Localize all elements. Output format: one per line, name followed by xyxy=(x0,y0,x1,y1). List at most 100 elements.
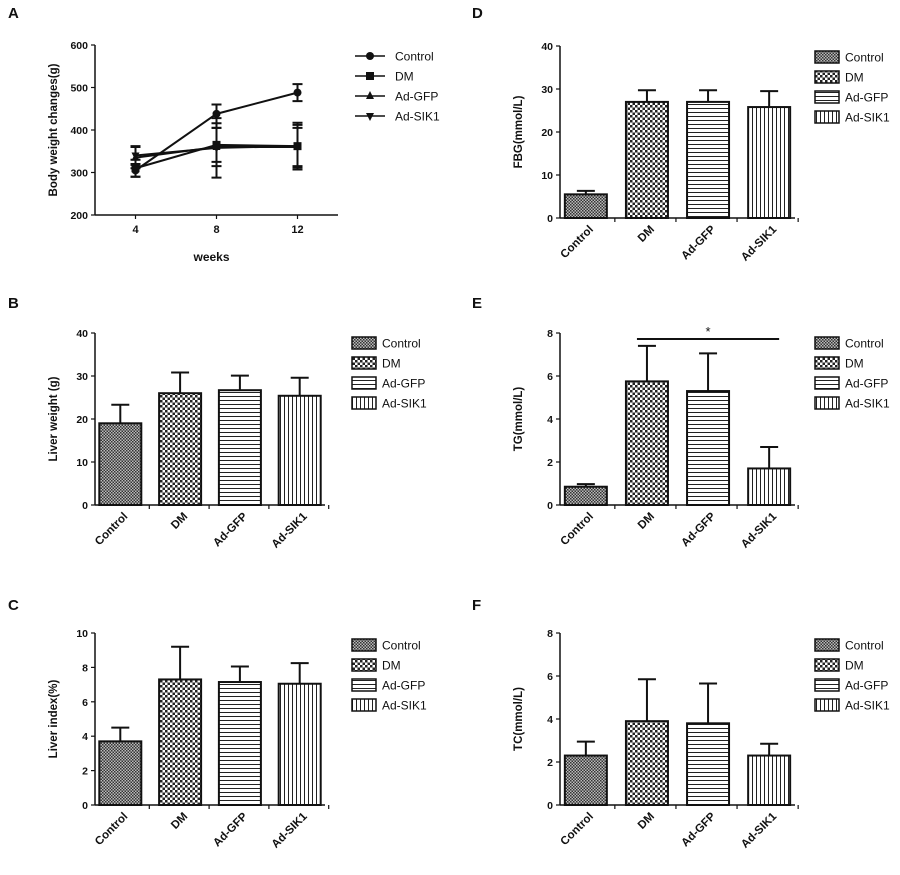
error-bar xyxy=(699,682,718,724)
y-tick-label: 20 xyxy=(76,414,88,426)
y-axis-label: FBG(mmol/L) xyxy=(513,95,525,168)
error-bar xyxy=(637,89,656,102)
data-point xyxy=(293,143,302,152)
data-point xyxy=(212,144,221,153)
bar-Ad-GFP xyxy=(686,390,731,506)
bar-Ad-SIK1 xyxy=(747,467,792,507)
x-tick-label: Ad-SIK1 xyxy=(270,510,311,551)
error-bar xyxy=(760,445,779,469)
y-tick-label: 0 xyxy=(547,500,553,512)
panel-E: E 0 2 4 6 8 TG(mmol/L) Control DM Ad-GFP Ad-SIK1 Co… xyxy=(472,295,890,551)
legend-marker xyxy=(366,91,374,99)
bar-DM xyxy=(624,720,669,807)
legend-item: DM xyxy=(355,70,414,84)
data-point xyxy=(212,109,221,118)
bar-Control xyxy=(563,754,608,806)
y-tick-label: 0 xyxy=(547,213,553,225)
legend-item: Control xyxy=(351,638,421,653)
y-tick-label: 200 xyxy=(70,210,88,222)
error-bar xyxy=(576,740,595,756)
error-bar xyxy=(171,645,190,680)
legend-item: Control xyxy=(814,336,884,351)
legend-swatch xyxy=(351,356,377,370)
x-tick-label: 8 xyxy=(213,224,219,236)
x-tick-label: DM xyxy=(636,811,657,832)
y-tick-label: 300 xyxy=(70,168,88,180)
y-axis-label: Liver weight (g) xyxy=(48,376,60,461)
legend-item: Ad-GFP xyxy=(351,678,425,693)
error-bar xyxy=(230,665,249,683)
x-tick-label: Ad-GFP xyxy=(211,510,250,549)
y-tick-label: 4 xyxy=(547,414,553,426)
y-axis-label: TC(mmol/L) xyxy=(513,687,525,751)
legend-label: DM xyxy=(845,357,864,371)
legend-swatch xyxy=(814,90,840,104)
error-bar xyxy=(111,403,130,424)
legend-swatch xyxy=(814,110,840,124)
legend-label: DM xyxy=(845,71,864,85)
legend-swatch xyxy=(814,678,840,692)
legend-label: Ad-SIK1 xyxy=(382,699,427,713)
legend-label: Ad-GFP xyxy=(395,90,438,104)
error-bar xyxy=(637,678,656,722)
x-tick-label: Ad-GFP xyxy=(679,810,718,849)
legend-label: Control xyxy=(845,51,884,65)
legend-label: DM xyxy=(845,659,864,673)
x-tick-label: Control xyxy=(559,811,596,848)
significance-label: * xyxy=(706,324,711,339)
bar-Ad-GFP xyxy=(217,389,262,506)
legend-label: Ad-GFP xyxy=(382,377,425,391)
panel-letter: B xyxy=(8,295,19,312)
x-tick-label: 12 xyxy=(291,224,303,236)
legend-swatch xyxy=(814,638,840,652)
legend-label: Ad-SIK1 xyxy=(845,397,890,411)
bar-Ad-SIK1 xyxy=(277,682,322,806)
legend-label: DM xyxy=(382,659,401,673)
legend-label: Ad-SIK1 xyxy=(382,397,427,411)
bar-Control xyxy=(98,740,143,806)
legend-item: Ad-SIK1 xyxy=(814,396,890,411)
series-Ad-SIK1 xyxy=(130,117,303,179)
legend-item: Ad-SIK1 xyxy=(355,110,440,124)
panel-D: D 0 10 20 30 40 FBG(mmol/L) Control DM Ad-GFP Ad-S… xyxy=(472,5,890,264)
panel-A: A 200 300 400 500 600 Body weight changes(g) Co… xyxy=(8,5,440,264)
legend-label: Ad-SIK1 xyxy=(395,110,440,124)
legend-swatch xyxy=(814,50,840,64)
legend-swatch xyxy=(351,376,377,390)
bar-Ad-GFP xyxy=(686,100,731,219)
legend-label: Control xyxy=(382,337,421,351)
legend-item: Ad-GFP xyxy=(814,678,888,693)
x-tick-label: Control xyxy=(559,511,596,548)
y-tick-label: 40 xyxy=(541,41,553,53)
x-tick-label: Control xyxy=(559,224,596,261)
bar-Ad-GFP xyxy=(686,722,731,806)
panel-C: C 0 2 4 6 8 10 Liver index(%) Control DM Ad-GFP Ad-… xyxy=(8,597,427,851)
legend-label: Ad-GFP xyxy=(845,679,888,693)
x-tick-label: Ad-GFP xyxy=(211,810,250,849)
legend-label: Ad-SIK1 xyxy=(845,699,890,713)
legend-item: DM xyxy=(814,356,864,371)
legend-label: DM xyxy=(395,70,414,84)
legend-label: Control xyxy=(382,639,421,653)
y-tick-label: 10 xyxy=(76,628,88,640)
panel-letter: A xyxy=(8,5,19,22)
legend-item: Ad-SIK1 xyxy=(351,396,427,411)
legend-item: Control xyxy=(814,50,884,65)
error-bar xyxy=(230,374,249,391)
y-tick-label: 6 xyxy=(547,371,553,383)
legend-swatch xyxy=(814,698,840,712)
bar-Ad-SIK1 xyxy=(277,394,322,506)
panel-F: F 0 2 4 6 8 TC(mmol/L) Control DM Ad-GFP Ad-SIK1 Co… xyxy=(472,597,890,851)
legend-swatch xyxy=(351,658,377,672)
error-bar xyxy=(699,352,718,392)
legend-item: DM xyxy=(351,356,401,371)
error-bar xyxy=(290,376,309,396)
legend-swatch xyxy=(814,658,840,672)
error-bar xyxy=(111,726,130,742)
x-tick-label: Ad-SIK1 xyxy=(270,810,311,851)
legend-item: Ad-GFP xyxy=(814,90,888,105)
error-bar xyxy=(760,90,779,108)
y-tick-label: 500 xyxy=(70,83,88,95)
error-bar xyxy=(171,371,190,394)
bar-Ad-SIK1 xyxy=(747,106,792,219)
